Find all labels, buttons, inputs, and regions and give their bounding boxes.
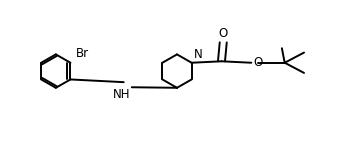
Text: O: O (254, 56, 263, 69)
Text: NH: NH (113, 88, 131, 101)
Text: Br: Br (76, 47, 89, 60)
Text: O: O (219, 26, 228, 40)
Text: N: N (193, 48, 202, 61)
